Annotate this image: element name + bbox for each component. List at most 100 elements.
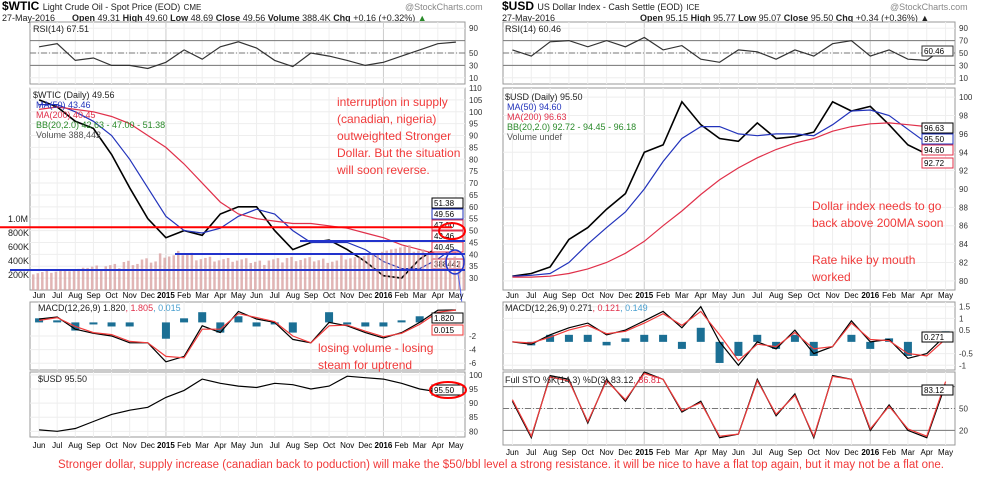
volume-bar — [45, 270, 49, 290]
right-quote: Open 95.15 High 95.77 Low 95.07 Close 95… — [640, 13, 930, 23]
volume-bar — [32, 274, 35, 290]
x-tick-label: Aug — [769, 448, 783, 457]
y-tick-label: 100 — [469, 371, 483, 380]
volume-bar — [371, 253, 375, 290]
usd-price-series-ma-200- — [512, 122, 946, 278]
left-usd-legend: $USD 95.50 — [38, 374, 88, 384]
volume-bar — [235, 260, 239, 290]
y-tick-label: 35 — [469, 262, 478, 271]
x-tick-label: Sep — [788, 291, 803, 300]
x-tick-label: 2016 — [861, 448, 879, 457]
volume-bar — [240, 259, 243, 290]
x-tick-label: Apr — [695, 448, 708, 457]
y-tick-label: 82 — [959, 258, 968, 267]
x-tick-label: May — [938, 448, 953, 457]
volume-bar — [149, 262, 153, 290]
volume-bar — [349, 258, 352, 290]
x-tick-label: Jul — [270, 441, 280, 450]
x-tick-label: Jul — [752, 448, 762, 457]
x-tick-label: Feb — [656, 448, 670, 457]
volume-bar — [317, 260, 320, 290]
highlight-circle-usd — [429, 381, 467, 399]
value-label-box — [921, 157, 954, 169]
right-name: US Dollar Index - Cash Settle (EOD) — [537, 2, 683, 12]
vol-tick: 200K — [8, 270, 30, 280]
annotation-volume: losing volume - losing steam for uptrend — [318, 341, 434, 372]
histogram-bar — [161, 322, 170, 339]
volume-bar — [344, 259, 348, 290]
y-tick-label: 80 — [959, 277, 968, 286]
volume-bar — [163, 257, 166, 290]
right-ma50-legend: MA(50) 94.60 — [507, 102, 562, 112]
value-label: 95.50 — [434, 386, 455, 395]
annotation-200ma: Dollar index needs to go back above 200M… — [812, 199, 944, 230]
histogram-bar — [53, 320, 62, 323]
value-label-box — [921, 133, 954, 145]
histogram-bar — [180, 318, 189, 323]
x-tick-label: Sep — [304, 291, 319, 300]
y-tick-label: 80 — [469, 155, 478, 164]
left-volume-legend: Volume 388,442 — [36, 130, 102, 140]
left-ma50-legend: MA(50) 43.46 — [36, 100, 91, 110]
volume-bar — [127, 260, 130, 290]
volume-bar — [41, 272, 44, 290]
y-tick-label: 110 — [469, 84, 482, 93]
wtic-price-series-ma-200- — [39, 106, 456, 256]
y-tick-label: 85 — [469, 143, 478, 152]
x-tick-label: Dec — [141, 291, 155, 300]
value-label: 388442 — [434, 260, 461, 269]
volume-bar — [140, 259, 144, 290]
left-watermark: @StockCharts.com — [405, 2, 483, 12]
volume-bar — [362, 256, 366, 290]
volume-bar — [448, 257, 452, 290]
footer-note: Stronger dollar, supply increase (canadi… — [57, 459, 944, 471]
annotation-supply: interruption in supply (canadian, nigeri… — [337, 95, 461, 177]
histogram-bar — [35, 318, 44, 323]
histogram-bar — [847, 334, 856, 342]
value-label-box — [431, 208, 464, 220]
volume-bar — [376, 252, 379, 290]
volume-bar — [109, 265, 112, 290]
x-tick-label: Mar — [413, 291, 427, 300]
volume-bar — [430, 254, 434, 290]
histogram-bar — [753, 334, 762, 342]
vol-tick: 400K — [8, 256, 30, 266]
y-tick-label: 70 — [959, 37, 968, 46]
right-sto-legend: Full STO %K(14,3) %D(3) 83.12, 86.81 — [505, 375, 661, 385]
x-tick-label: Oct — [582, 448, 595, 457]
x-tick-label: Apr — [695, 291, 708, 300]
histogram-bar — [361, 322, 370, 327]
y-tick-label: 30 — [959, 61, 968, 70]
volume-bar — [335, 260, 339, 290]
x-tick-label: May — [938, 291, 953, 300]
x-tick-label: Jul — [526, 448, 536, 457]
usd-macd-frame — [502, 301, 956, 371]
x-tick-label: Sep — [562, 448, 577, 457]
y-tick-label: 90 — [469, 399, 478, 408]
y-tick-label: 30 — [469, 274, 478, 283]
x-tick-label: Aug — [769, 291, 783, 300]
x-tick-label: Feb — [395, 441, 409, 450]
x-tick-label: Nov — [123, 441, 137, 450]
y-tick-label: 50 — [469, 49, 478, 58]
x-tick-label: Oct — [323, 441, 336, 450]
usd-overlay-series--usd — [39, 375, 457, 432]
volume-bar — [303, 258, 307, 290]
right-price-legend: $USD (Daily) 95.50 — [505, 92, 583, 102]
x-tick-label: Dec — [844, 448, 858, 457]
volume-bar — [290, 256, 293, 290]
volume-bar — [254, 261, 257, 290]
x-tick-label: 2015 — [157, 291, 175, 300]
right-watermark: @StockCharts.com — [890, 2, 968, 12]
y-tick-label: 0.5 — [959, 326, 971, 335]
vol-tick: 600K — [8, 242, 30, 252]
y-tick-label: 1 — [959, 314, 964, 323]
volume-bar — [167, 256, 171, 290]
x-tick-label: Sep — [86, 441, 101, 450]
x-tick-label: Nov — [825, 448, 839, 457]
x-tick-label: 2016 — [861, 291, 879, 300]
y-tick-label: -4 — [469, 346, 477, 355]
vol-tick: 800K — [8, 228, 30, 238]
value-label-box — [921, 122, 954, 134]
